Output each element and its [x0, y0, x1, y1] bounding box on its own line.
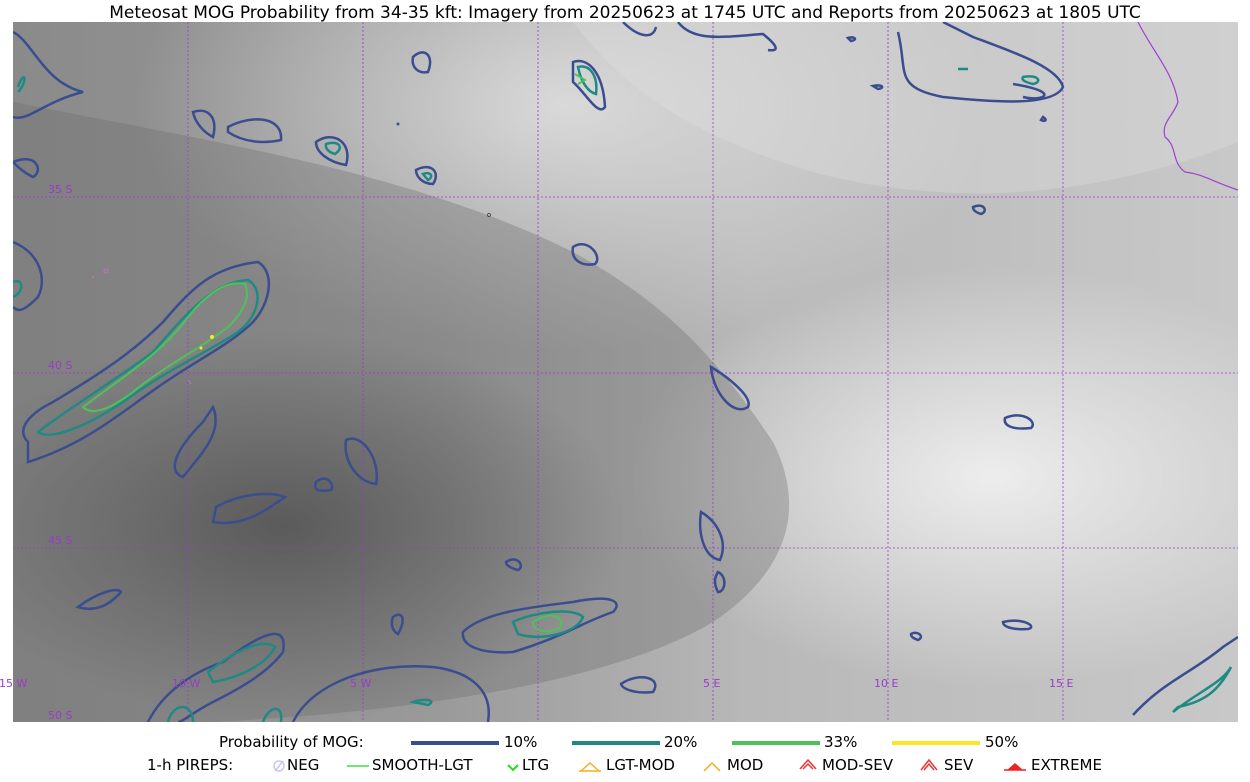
- legend-swatch-33pct: [732, 741, 820, 745]
- lat-label-40s: 40 S: [48, 359, 73, 372]
- pirep-label-extreme: EXTREME: [1031, 756, 1102, 774]
- pirep-label-ltg: LTG: [522, 756, 550, 774]
- contours-50pct: [199, 335, 214, 350]
- pireps-legend-title: 1-h PIREPS:: [147, 756, 234, 774]
- legend-label-20pct: 20%: [664, 733, 698, 751]
- lon-label-15e: 15 E: [1049, 677, 1074, 690]
- lon-label-10e: 10 E: [874, 677, 899, 690]
- legend-swatch-10pct: [411, 741, 499, 745]
- lat-label-35s: 35 S: [48, 183, 73, 196]
- smooth-lgt-icon: [347, 765, 369, 767]
- graticule: [13, 22, 1238, 722]
- lat-label-50s: 50 S: [48, 709, 73, 722]
- lat-label-45s: 45 S: [48, 534, 73, 547]
- sev-icon: [920, 758, 938, 771]
- mod-icon: [703, 761, 721, 772]
- satellite-map: 15 W 10 W 5 W 5 E 10 E 15 E 35 S 40 S 45…: [0, 22, 1238, 722]
- lon-label-15w: 15 W: [0, 677, 28, 690]
- pirep-label-smooth-lgt: SMOOTH-LGT: [372, 756, 473, 774]
- pirep-label-neg: NEG: [287, 756, 320, 774]
- legend-label-10pct: 10%: [504, 733, 538, 751]
- contours-20pct: [13, 65, 1233, 722]
- pireps-legend: 1-h PIREPS: NEG SMOOTH-LGT LTG LGT-MOD M…: [0, 756, 1250, 776]
- map-svg: [13, 22, 1238, 722]
- legend-swatch-20pct: [572, 741, 660, 745]
- pirep-label-mod: MOD: [727, 756, 764, 774]
- mod-sev-icon: [799, 758, 817, 770]
- lgt-mod-icon: [579, 761, 601, 772]
- legend-swatch-50pct: [892, 741, 980, 745]
- ltg-icon: [507, 764, 519, 772]
- lon-label-5e: 5 E: [703, 677, 721, 690]
- contours-33pct: [81, 73, 587, 633]
- pirep-label-mod-sev: MOD-SEV: [822, 756, 893, 774]
- legend-label-50pct: 50%: [985, 733, 1019, 751]
- legend-label-33pct: 33%: [824, 733, 858, 751]
- neg-icon: [273, 760, 285, 772]
- pirep-label-sev: SEV: [944, 756, 974, 774]
- probability-legend-title: Probability of MOG:: [219, 733, 364, 751]
- probability-legend: Probability of MOG: 10% 20% 33% 50%: [0, 733, 1250, 753]
- extreme-icon: [1004, 763, 1026, 771]
- coastline: [1137, 22, 1238, 191]
- pirep-markers: [92, 122, 491, 385]
- lon-label-5w: 5 W: [350, 677, 372, 690]
- contours-10pct: [13, 22, 1238, 722]
- figure-title: Meteosat MOG Probability from 34-35 kft:…: [109, 3, 1141, 23]
- pirep-label-lgt-mod: LGT-MOD: [606, 756, 675, 774]
- lon-label-10w: 10 W: [172, 677, 201, 690]
